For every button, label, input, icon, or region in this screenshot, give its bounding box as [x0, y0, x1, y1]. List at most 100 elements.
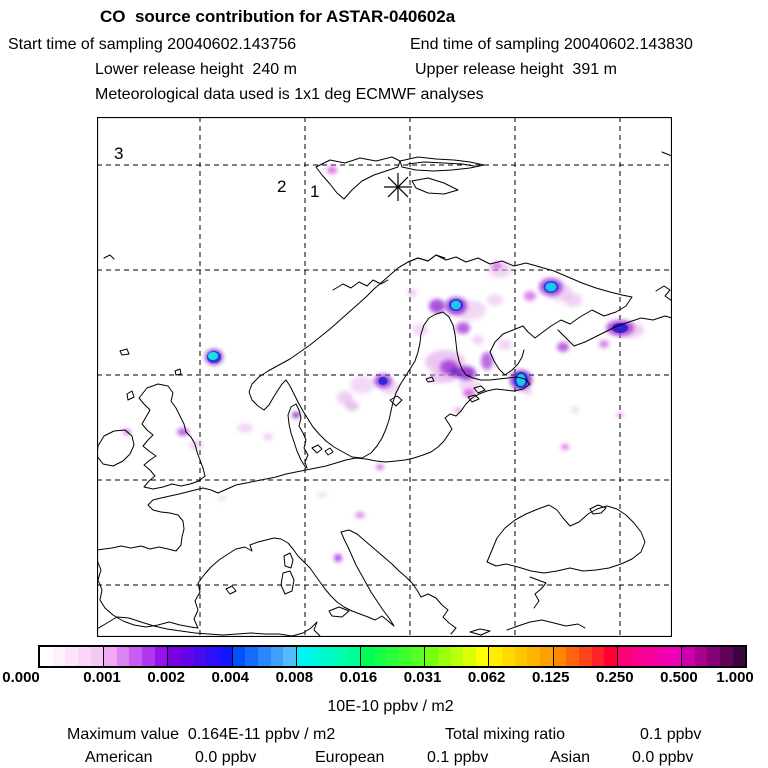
- coastline-kanin-peninsula: [655, 285, 672, 302]
- dispersion-blob: [571, 407, 579, 413]
- coastline-svalbard-edgeoya: [411, 177, 459, 195]
- colorbar-cell: [539, 647, 553, 666]
- dispersion-blob: [317, 492, 327, 498]
- dispersion-blob: [208, 352, 218, 360]
- colorbar-tick-label: 0.250: [596, 669, 634, 686]
- colorbar-tick-label: 0.016: [339, 669, 378, 686]
- colorbar-cell: [424, 647, 438, 666]
- coastline-barents-kola-coast: [397, 254, 633, 376]
- dispersion-blob: [599, 340, 609, 348]
- colorbar-cell: [90, 647, 104, 666]
- colorbar-cell: [719, 647, 733, 666]
- colorbar-cell: [437, 647, 451, 666]
- colorbar-cell: [193, 647, 207, 666]
- colorbar-cell: [578, 647, 592, 666]
- colorbar-cell: [732, 647, 746, 666]
- colorbar-cell: [681, 647, 695, 666]
- total-mixing-value: 0.1 ppbv: [640, 726, 702, 743]
- colorbar-tick-label: 0.001: [83, 669, 121, 686]
- dispersion-blob: [454, 408, 462, 412]
- coastline-azov-sea: [589, 504, 607, 515]
- coastline-faroe: [119, 348, 130, 356]
- coastline-black-sea: [486, 504, 646, 574]
- dispersion-blob: [345, 401, 359, 411]
- colorbar-cell: [295, 647, 310, 666]
- colorbar-cell: [167, 647, 182, 666]
- coastline-jutland: [287, 403, 309, 469]
- colorbar-cell: [245, 647, 258, 666]
- colorbar-cell: [591, 647, 605, 666]
- asian-label: Asian: [550, 749, 591, 766]
- dispersion-blob: [237, 423, 253, 433]
- coastline-svalbard-spitsbergen: [315, 156, 401, 200]
- colorbar-cell: [630, 647, 644, 666]
- colorbar-cell: [616, 647, 631, 666]
- colorbar-unit-label: 10E-10 ppbv / m2: [327, 698, 454, 715]
- coastline-saaremaa: [473, 385, 486, 394]
- dispersion-blob: [378, 377, 388, 385]
- dispersion-blob: [412, 324, 428, 336]
- coastline-lofoten-islands: [332, 279, 389, 291]
- colorbar-cell: [707, 647, 720, 666]
- colorbar-cell: [257, 647, 271, 666]
- coastline-svalbard-nordaustlandet: [399, 156, 485, 172]
- colorbar-cell: [334, 647, 348, 666]
- colorbar-tick-labels: 0.000 0.001 0.002 0.004 0.008 0.016 0.031 0.062…: [0, 669, 768, 687]
- coastline-gotland: [389, 395, 403, 407]
- dispersion-blob: [524, 291, 536, 301]
- dispersion-blob: [376, 464, 384, 470]
- colorbar-cell: [142, 647, 155, 666]
- trajectory-label-1: 1: [310, 182, 319, 201]
- upper-release-text: Upper release height 391 m: [415, 61, 617, 78]
- coastline-ireland: [97, 429, 135, 467]
- colorbar-cell: [488, 647, 503, 666]
- dispersion-blob: [189, 439, 203, 451]
- coastline-franz-josef-fragment: [661, 151, 672, 157]
- colorbar-cell: [309, 647, 323, 666]
- coastline-iberia-mediterranean: [97, 537, 282, 629]
- dispersion-blob: [456, 366, 476, 380]
- dispersion-blob: [429, 299, 445, 313]
- coastline-italy-adriatic: [280, 529, 422, 627]
- colorbar-cell: [231, 647, 246, 666]
- colorbar-cell: [398, 647, 412, 666]
- colorbar-cell: [463, 647, 476, 666]
- dispersion-blob: [292, 412, 300, 418]
- colorbar-tick-label: 0.125: [531, 669, 570, 686]
- dispersion-blob: [450, 368, 460, 376]
- colorbar-cell: [655, 647, 669, 666]
- colorbar-cell: [475, 647, 489, 666]
- coastline-crete: [469, 628, 491, 636]
- dispersion-blob: [545, 282, 557, 292]
- colorbar-cell: [514, 647, 528, 666]
- coastline-sicily: [328, 606, 350, 618]
- asian-value: 0.0 ppbv: [632, 749, 694, 766]
- colorbar-cell: [40, 647, 53, 666]
- colorbar-cell: [373, 647, 387, 666]
- colorbar-cell: [206, 647, 219, 666]
- dispersion-blob: [218, 495, 226, 501]
- colorbar-cell: [411, 647, 425, 666]
- plot-title: CO source contribution for ASTAR-040602a: [100, 7, 456, 26]
- colorbar-cell: [347, 647, 361, 666]
- coastline-great-britain: [138, 383, 206, 490]
- colorbar-cell: [694, 647, 708, 666]
- colorbar-cell: [154, 647, 168, 666]
- colorbar-cell: [566, 647, 579, 666]
- coastline-scandinavia-coast: [248, 254, 531, 459]
- colorbar-cell: [77, 647, 91, 666]
- max-value-text: Maximum value 0.164E-11 ppbv / m2: [67, 726, 336, 743]
- dispersion-blob: [429, 371, 457, 383]
- dispersion-blob: [451, 300, 461, 310]
- coastline-jan-mayen: [103, 254, 115, 260]
- dispersion-blob: [564, 293, 582, 307]
- colorbar-cell: [322, 647, 335, 666]
- colorbar-tick-label: 0.500: [660, 669, 698, 686]
- colorbar: [38, 645, 747, 668]
- coastline-sardinia: [280, 570, 295, 595]
- dispersion-blob: [516, 374, 526, 386]
- colorbar-cell: [283, 647, 296, 666]
- colorbar-cell: [181, 647, 194, 666]
- colorbar-cell: [604, 647, 617, 666]
